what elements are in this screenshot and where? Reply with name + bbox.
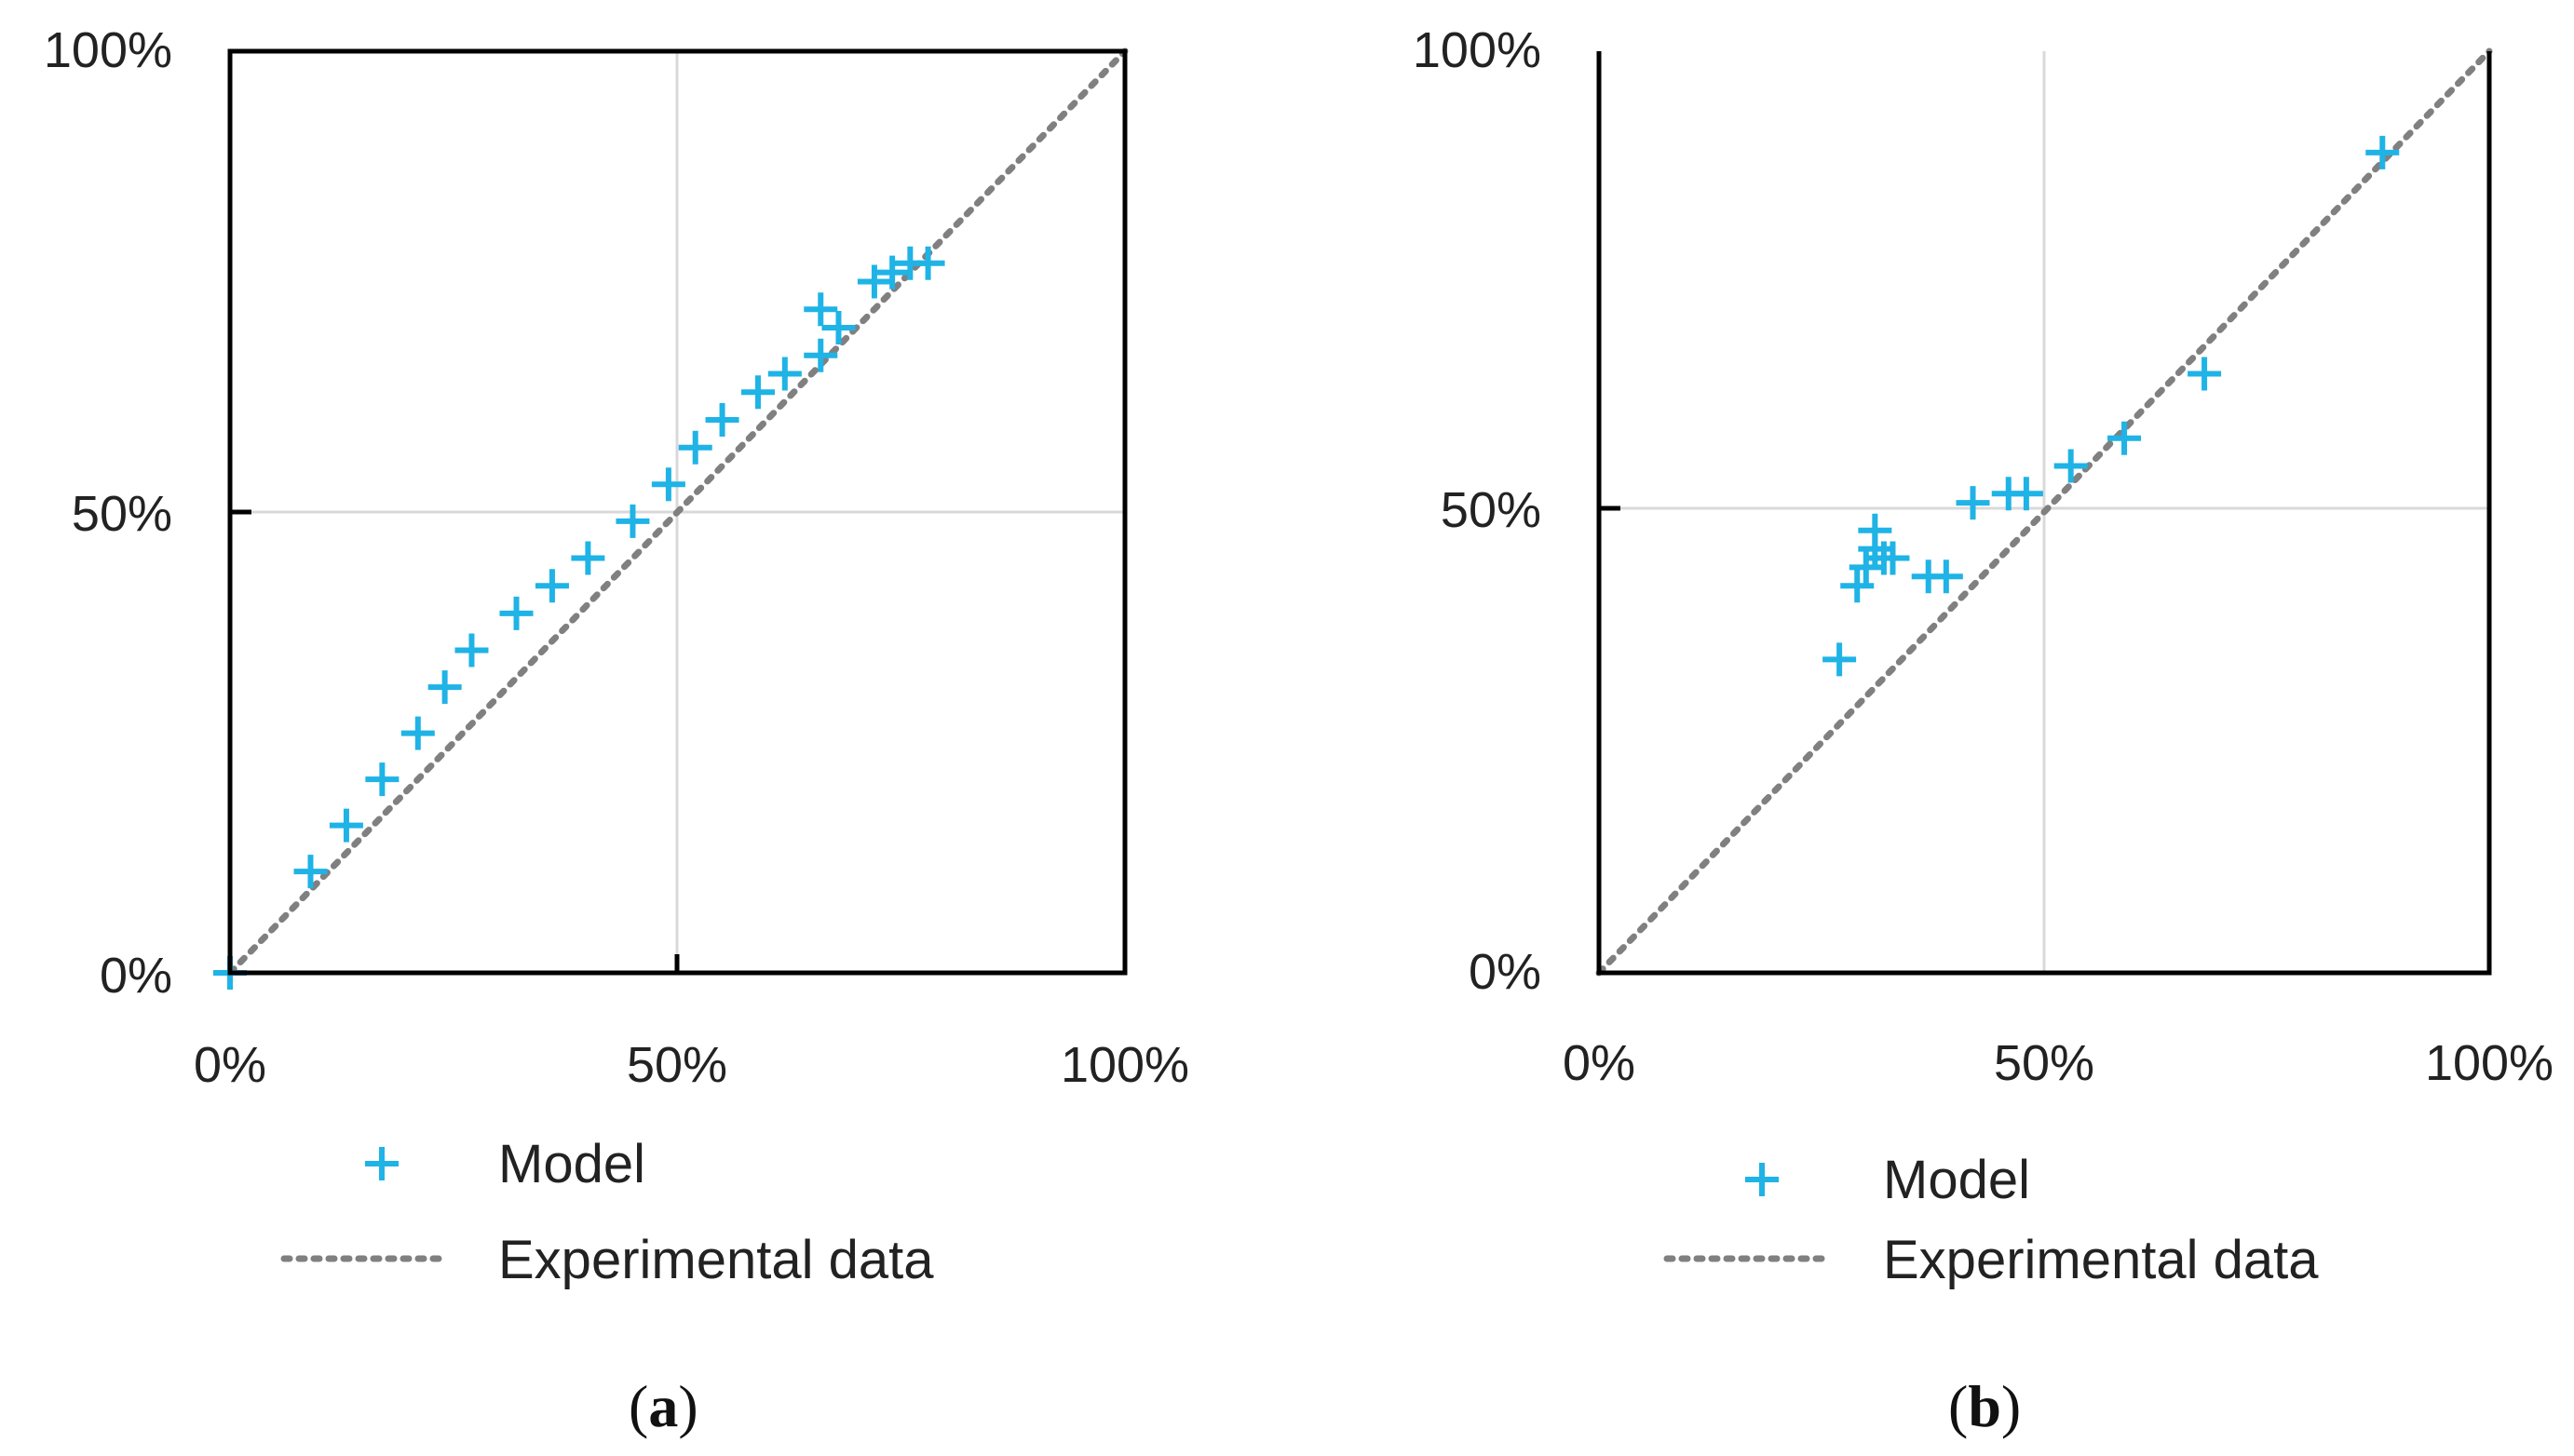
model-point xyxy=(857,264,891,299)
panel-b: 100% 50% 0% 0% 50% 100% Model Experiment… xyxy=(1413,22,2554,1439)
model-point xyxy=(365,762,400,797)
model-point xyxy=(1858,513,1892,547)
legend: Model Experimental data xyxy=(1663,1150,2319,1290)
model-point xyxy=(400,716,435,750)
model-point xyxy=(821,311,856,344)
x-tick-label: 100% xyxy=(2425,1035,2554,1091)
legend-label-model: Model xyxy=(1883,1150,2030,1210)
legend: Model Experimental data xyxy=(280,1134,934,1290)
panel-a: 100% 50% 0% 0% 50% 100% Model Experiment… xyxy=(44,22,1189,1439)
model-point xyxy=(2009,477,2043,511)
model-point xyxy=(1822,642,1857,677)
legend-plus-icon xyxy=(365,1147,399,1180)
model-point xyxy=(911,246,945,280)
experimental-data-line xyxy=(226,47,1129,977)
model-point xyxy=(535,569,569,603)
experimental-data-line xyxy=(1595,47,2493,977)
model-point xyxy=(427,670,462,705)
legend-label-experimental: Experimental data xyxy=(1883,1230,2319,1290)
model-point xyxy=(804,338,838,372)
model-point xyxy=(804,292,838,327)
panel-label-a: (a) xyxy=(629,1373,698,1439)
x-tick-label: 50% xyxy=(1994,1035,2094,1091)
plot-axes xyxy=(1596,51,2492,976)
y-tick-label: 0% xyxy=(1469,944,1541,1000)
model-points xyxy=(213,246,945,990)
model-point xyxy=(293,855,328,889)
model-point xyxy=(571,541,605,575)
y-tick-label: 100% xyxy=(1413,22,1541,78)
x-tick-label: 50% xyxy=(627,1037,727,1093)
model-point xyxy=(2053,449,2088,483)
y-tick-label: 100% xyxy=(44,22,172,78)
y-tick-label: 50% xyxy=(1441,482,1541,538)
model-point xyxy=(1840,569,1875,603)
x-tick-label: 100% xyxy=(1061,1037,1189,1093)
legend-label-model: Model xyxy=(498,1134,645,1194)
model-point xyxy=(2107,421,2142,455)
model-point xyxy=(767,357,802,391)
model-point xyxy=(2365,135,2400,169)
model-point xyxy=(651,467,685,502)
model-point xyxy=(454,633,489,667)
legend-plus-icon xyxy=(1745,1163,1779,1196)
model-point xyxy=(705,403,739,437)
y-tick-label: 0% xyxy=(100,948,172,1004)
panel-label-b: (b) xyxy=(1948,1373,2021,1439)
model-point xyxy=(875,255,910,290)
model-point xyxy=(678,430,712,465)
model-point xyxy=(1876,541,1910,575)
model-point xyxy=(616,504,650,538)
model-point xyxy=(1849,550,1883,585)
model-point xyxy=(2188,357,2222,391)
model-point xyxy=(329,808,363,843)
legend-label-experimental: Experimental data xyxy=(498,1230,934,1290)
model-points xyxy=(1822,135,2400,677)
model-point xyxy=(1929,559,1963,594)
model-point xyxy=(499,596,534,630)
model-point xyxy=(1956,486,1990,520)
x-tick-label: 0% xyxy=(1563,1035,1635,1091)
model-point xyxy=(740,375,775,410)
y-tick-label: 50% xyxy=(72,486,172,542)
x-tick-label: 0% xyxy=(194,1037,266,1093)
